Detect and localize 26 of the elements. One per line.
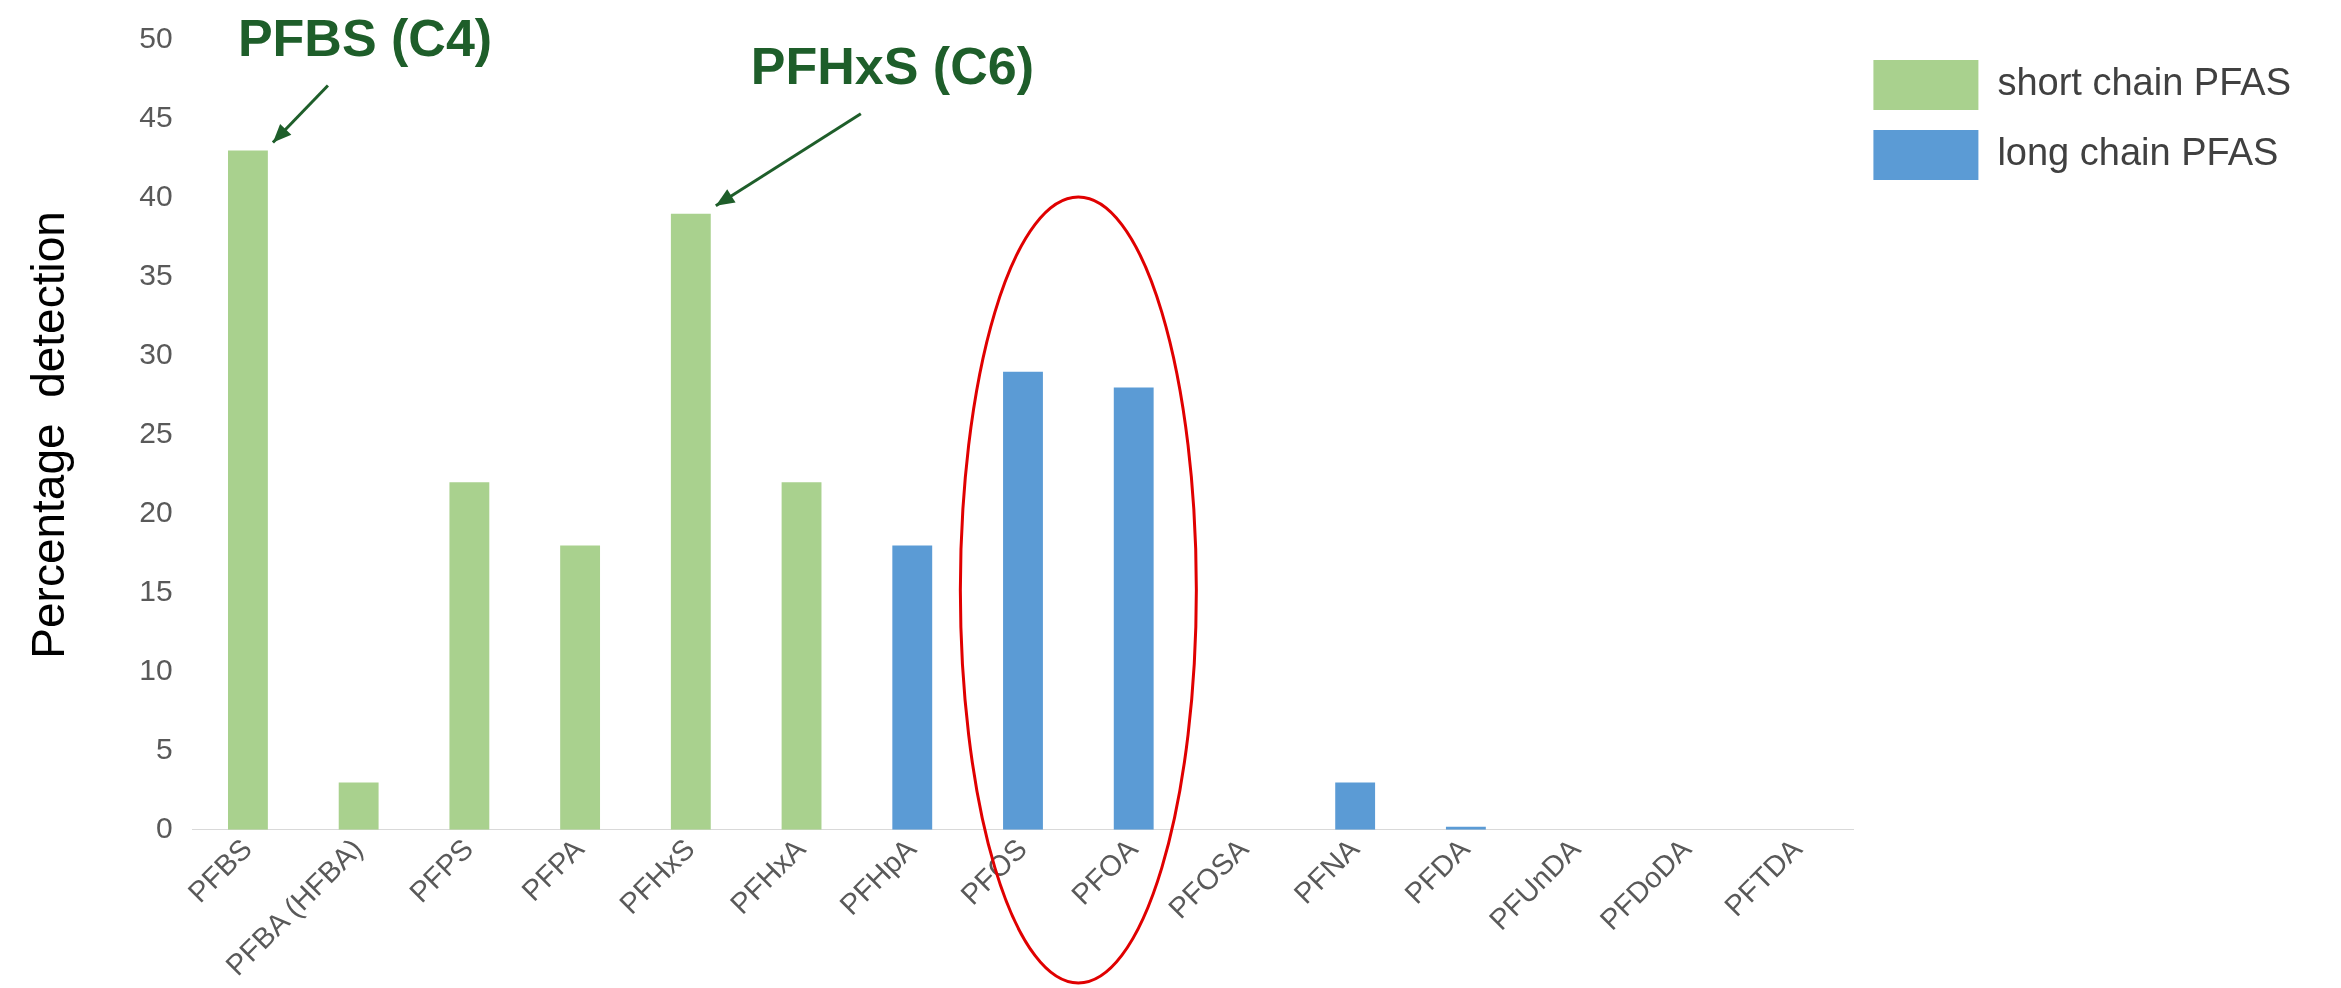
y-tick-label: 15 — [139, 574, 173, 608]
y-tick-label: 50 — [139, 21, 173, 55]
y-tick-label: 25 — [139, 416, 173, 450]
bar — [338, 782, 379, 830]
bar — [1335, 782, 1376, 830]
y-axis-title: Percentage detection — [22, 211, 75, 659]
y-tick-label: 20 — [139, 495, 173, 529]
bar — [449, 482, 490, 830]
legend-label: long chain PFAS — [1997, 131, 2279, 174]
legend-label: short chain PFAS — [1997, 61, 2291, 104]
y-tick-label: 40 — [139, 179, 173, 213]
annotation: PFHxS (C6) — [750, 36, 1034, 95]
annotation: PFBS (C4) — [237, 8, 493, 67]
y-tick-label: 0 — [155, 811, 173, 845]
y-tick-label: 30 — [139, 337, 173, 371]
bar — [228, 150, 268, 830]
bar — [892, 545, 933, 830]
y-tick-label: 5 — [155, 732, 173, 766]
bar — [1003, 371, 1043, 830]
bar — [560, 545, 601, 830]
bar — [781, 482, 822, 830]
y-tick-label: 45 — [139, 100, 173, 134]
bar — [670, 213, 711, 830]
y-tick-label: 35 — [139, 258, 173, 292]
bar — [1113, 387, 1154, 830]
y-tick-label: 10 — [139, 653, 173, 687]
